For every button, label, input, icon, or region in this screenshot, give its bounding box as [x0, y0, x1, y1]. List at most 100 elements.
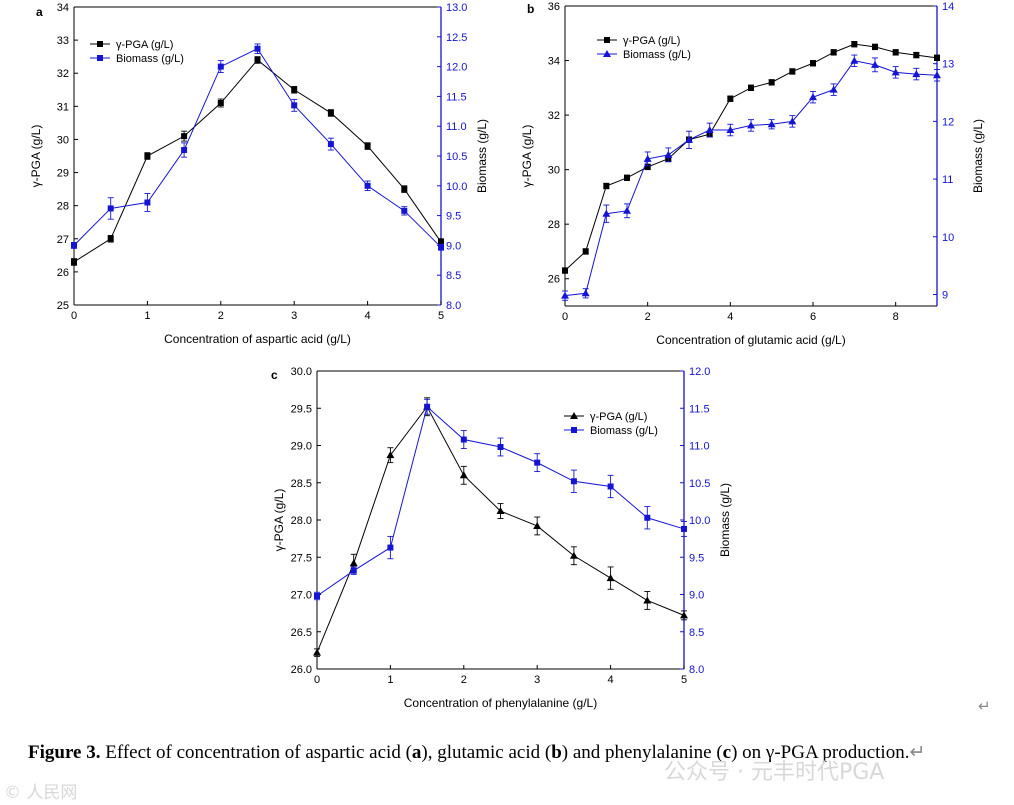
data-point	[582, 248, 589, 255]
x-axis-label: Concentration of phenylalanine (g/L)	[404, 696, 597, 710]
y-tick-label: 26.0	[291, 664, 312, 676]
x-tick-label: 3	[534, 674, 540, 686]
data-point	[934, 54, 940, 61]
legend-label: γ-PGA (g/L)	[116, 39, 173, 51]
data-point	[606, 574, 615, 582]
data-point	[685, 135, 693, 143]
x-tick-label: 0	[71, 310, 77, 322]
data-point	[533, 521, 542, 529]
data-point	[788, 117, 797, 125]
panel-b-chart: b 0 2 4 6 8 26 28 30 32 34 36 9 10 11 12 13 14 Concentrati…	[520, 1, 985, 347]
data-point	[401, 186, 408, 193]
data-point	[364, 143, 371, 150]
watermark-right: 公众号 · 元丰时代PGA	[664, 760, 885, 785]
x-tick-label: 5	[438, 310, 444, 322]
caption-text-2: ), glutamic acid (	[421, 742, 552, 763]
data-point	[607, 483, 614, 490]
legend-marker	[97, 41, 103, 47]
data-point	[850, 56, 859, 64]
y-axis-label: γ-PGA (g/L)	[29, 125, 43, 188]
legend: γ-PGA (g/L) Biomass (g/L)	[90, 39, 184, 65]
legend-label: Biomass (g/L)	[116, 53, 184, 65]
caption-return-mark: ↵	[909, 742, 926, 763]
caption-text-3: ) and phenylalanine (	[561, 742, 723, 763]
data-point	[767, 120, 776, 128]
data-point	[570, 478, 577, 485]
y2-tick-label: 8.0	[446, 300, 461, 312]
legend-label: γ-PGA (g/L)	[590, 411, 647, 423]
x-tick-label: 4	[727, 311, 733, 323]
data-point	[830, 49, 837, 56]
y-tick-label: 28	[548, 219, 560, 231]
data-point	[727, 95, 734, 102]
data-point	[624, 174, 630, 181]
data-point	[643, 154, 652, 162]
y-tick-label: 30	[57, 134, 69, 146]
data-point	[387, 544, 394, 551]
data-point	[851, 41, 858, 48]
data-point	[438, 239, 444, 246]
data-point	[217, 100, 224, 107]
data-point	[107, 205, 114, 212]
data-point	[291, 86, 298, 93]
y2-tick-label: 9.0	[446, 240, 461, 252]
y2-tick-label: 8.5	[446, 270, 461, 282]
series-gamma-pga	[313, 397, 688, 657]
data-point	[254, 56, 261, 63]
data-point	[871, 60, 879, 68]
data-point	[680, 611, 688, 619]
y2-tick-label: 8.5	[689, 627, 704, 639]
data-point	[181, 133, 188, 140]
y2-axis-label: Biomass (g/L)	[475, 119, 489, 193]
data-point	[327, 141, 334, 148]
data-point	[789, 68, 796, 75]
data-point	[364, 182, 371, 189]
data-point	[459, 471, 468, 479]
data-point	[644, 514, 651, 521]
data-point	[891, 68, 900, 76]
y-tick-label: 34	[57, 2, 69, 14]
y-tick-label: 30.0	[291, 366, 312, 378]
x-tick-label: 1	[144, 310, 150, 322]
series-biomass	[71, 43, 444, 251]
y-tick-label: 27.0	[291, 590, 312, 602]
y2-tick-label: 11.5	[446, 91, 467, 103]
data-point	[748, 84, 754, 91]
legend-marker	[571, 427, 577, 433]
series-line	[73, 59, 442, 263]
data-point	[144, 153, 151, 159]
data-point	[768, 79, 775, 86]
data-point	[350, 567, 357, 574]
data-point	[664, 150, 673, 158]
data-point	[829, 85, 838, 93]
panel-a-chart: a0 1 2 3 4 5252627282930313233348.08.59.09.51…	[29, 2, 489, 346]
y-tick-label: 26.5	[291, 627, 312, 639]
y-tick-label: 36	[548, 1, 560, 13]
series-gamma-pga	[562, 41, 940, 274]
y2-tick-label: 12	[942, 116, 954, 128]
y-tick-label: 28	[57, 201, 69, 213]
data-point	[747, 121, 755, 129]
x-tick-label: 0	[314, 674, 320, 686]
data-point	[912, 70, 921, 78]
y-tick-label: 27	[57, 234, 69, 246]
data-point	[603, 183, 610, 189]
data-point	[581, 289, 590, 297]
data-point	[313, 648, 321, 656]
panel-c-chart: c 0 1 2 3 4 5 26.0 26.5 27.0 27.5 28.0 28.5 29.0 29.5 3…	[271, 366, 732, 710]
data-point	[254, 45, 261, 52]
y2-tick-label: 12.0	[689, 366, 710, 378]
y-tick-label: 32	[57, 68, 69, 80]
x-tick-label: 6	[810, 311, 816, 323]
legend-label: Biomass (g/L)	[623, 49, 691, 61]
y-tick-label: 29.0	[291, 441, 312, 453]
y-tick-label: 31	[57, 101, 69, 113]
caption-text-1: Effect of concentration of aspartic acid…	[100, 742, 412, 763]
legend: γ-PGA (g/L) Biomass (g/L)	[564, 411, 658, 437]
x-tick-label: 4	[365, 310, 371, 322]
data-point	[726, 126, 735, 134]
panel-letter: c	[271, 368, 278, 382]
x-axis-label: Concentration of aspartic acid (g/L)	[164, 332, 351, 346]
data-point	[623, 206, 631, 214]
